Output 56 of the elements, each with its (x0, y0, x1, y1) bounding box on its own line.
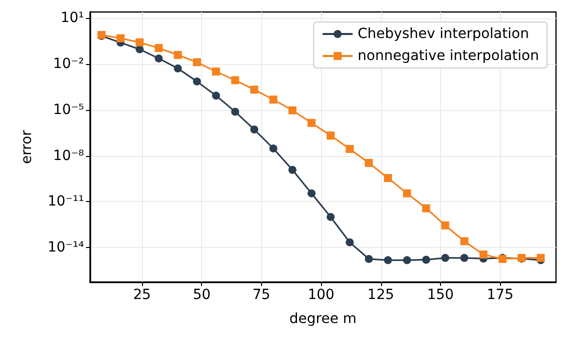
point (174, 50, 182, 59)
point (116, 34, 125, 42)
x-tick-label: 100 (308, 287, 334, 303)
point (460, 254, 468, 262)
point (403, 189, 412, 198)
y-tick-label: 10¹ (60, 10, 84, 26)
point (422, 204, 430, 212)
point (174, 64, 182, 72)
x-tick-label: 175 (486, 287, 514, 303)
point (212, 68, 220, 76)
x-tick-label: 50 (192, 287, 211, 303)
y-tick-label: 10⁻¹⁴ (48, 240, 84, 256)
point (384, 256, 392, 264)
point (154, 44, 163, 52)
point (231, 108, 240, 116)
point (250, 126, 258, 134)
point (422, 256, 430, 264)
y-tick-label: 10⁻⁵ (53, 102, 84, 118)
point (136, 45, 144, 54)
y-tick-label: 10⁻² (53, 56, 84, 72)
x-axis-title: degree m (289, 311, 357, 327)
point (403, 256, 412, 264)
point (231, 76, 240, 84)
point (346, 238, 354, 246)
x-tick-label: 25 (133, 287, 151, 303)
point (136, 38, 144, 46)
point (441, 221, 450, 230)
point (269, 144, 278, 152)
point (346, 144, 354, 153)
point (192, 58, 201, 66)
point (364, 158, 373, 167)
point (326, 132, 335, 140)
point (154, 54, 163, 62)
x-tick-label: 150 (427, 287, 454, 303)
x-tick-label: 75 (252, 287, 270, 303)
point (308, 189, 316, 198)
point (326, 212, 335, 221)
point (192, 77, 201, 86)
point (308, 118, 316, 127)
point (460, 237, 468, 246)
point (479, 250, 488, 259)
point (384, 174, 392, 182)
point (250, 86, 258, 94)
y-axis-title: error (19, 130, 35, 164)
x-tick-label: 125 (367, 287, 394, 303)
point (536, 254, 545, 262)
point (288, 106, 296, 114)
point (441, 254, 450, 262)
point (364, 254, 373, 263)
legend-label: Chebyshev interpolation (358, 26, 529, 42)
point (288, 166, 296, 174)
y-tick-label: 10⁻¹¹ (48, 194, 84, 210)
point (269, 96, 278, 104)
point (212, 92, 220, 100)
legend-label: nonnegative interpolation (358, 48, 540, 64)
y-tick-label: 10⁻⁸ (53, 148, 84, 164)
